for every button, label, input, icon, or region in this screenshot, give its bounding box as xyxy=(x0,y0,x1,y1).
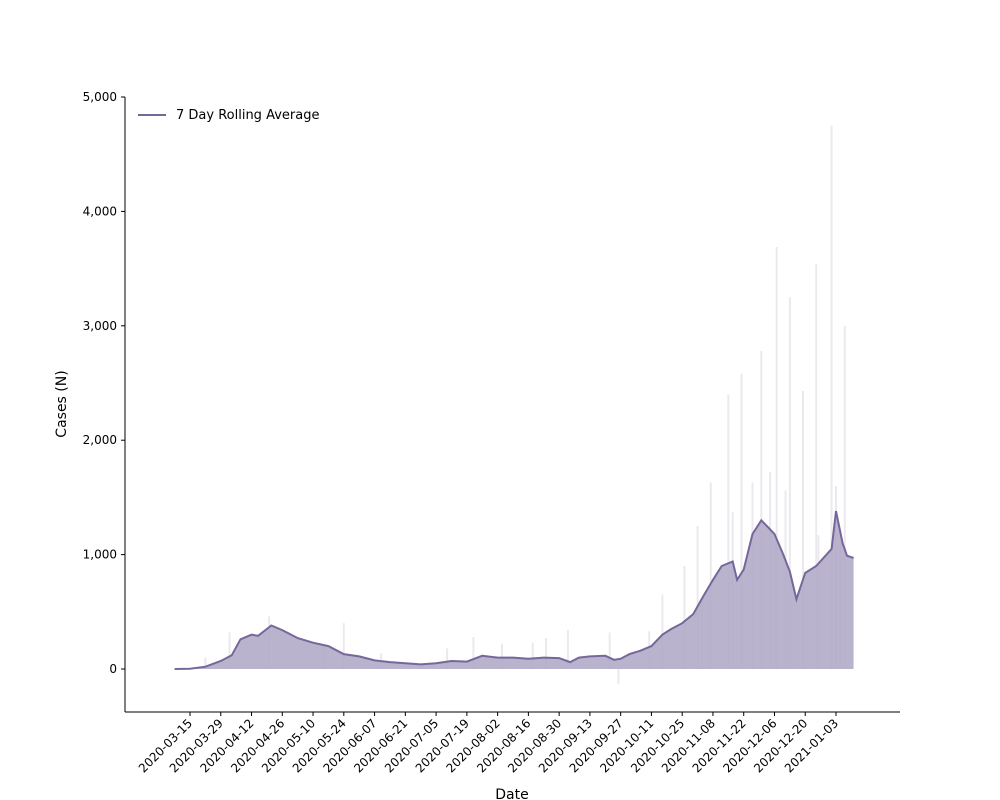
daily-bar xyxy=(683,566,686,669)
daily-bar xyxy=(815,264,818,669)
daily-bar xyxy=(843,325,846,669)
daily-bar xyxy=(501,643,503,669)
axes xyxy=(124,97,900,713)
y-tick-label: 5,000 xyxy=(83,90,117,104)
rolling-average-area xyxy=(174,511,854,669)
daily-bar xyxy=(727,394,730,669)
daily-bar xyxy=(696,526,699,669)
daily-bar xyxy=(204,657,207,669)
x-ticks: 2020-03-152020-03-292020-04-122020-04-26… xyxy=(136,712,841,775)
legend: 7 Day Rolling Average xyxy=(138,108,319,123)
y-axis-title: Cases (N) xyxy=(54,370,70,437)
y-tick-label: 1,000 xyxy=(83,548,117,562)
daily-bar xyxy=(617,669,620,684)
rolling-average-line xyxy=(174,510,854,670)
daily-bar xyxy=(802,391,804,669)
daily-bar xyxy=(661,594,664,669)
daily-bar xyxy=(545,638,547,669)
y-tick-label: 3,000 xyxy=(83,319,117,333)
daily-bar xyxy=(531,642,534,669)
y-tick-label: 0 xyxy=(109,662,117,676)
daily-bar xyxy=(788,297,791,669)
daily-bar xyxy=(342,623,345,669)
y-tick-label: 4,000 xyxy=(83,204,117,218)
legend-label: 7 Day Rolling Average xyxy=(176,108,319,123)
y-tick-label: 2,000 xyxy=(83,433,117,447)
daily-bar xyxy=(228,632,231,669)
daily-bar xyxy=(608,632,611,669)
daily-bar xyxy=(566,630,569,669)
daily-bar xyxy=(830,125,833,670)
y-ticks: 0 1,000 2,000 3,000 4,000 5,000 xyxy=(83,90,125,676)
daily-bar xyxy=(472,637,475,669)
daily-bar xyxy=(760,351,763,669)
x-axis-title: Date xyxy=(495,787,528,800)
daily-bar xyxy=(709,482,712,669)
daily-bar xyxy=(775,246,778,669)
daily-bar xyxy=(740,373,743,669)
daily-bar xyxy=(446,648,449,669)
